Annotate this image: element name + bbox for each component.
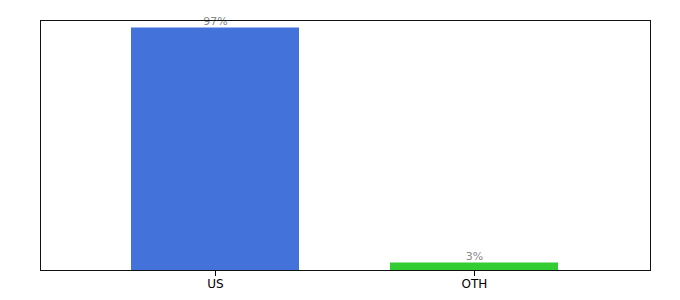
svg-text:US: US bbox=[207, 277, 223, 291]
svg-text:97%: 97% bbox=[203, 15, 227, 28]
svg-text:3%: 3% bbox=[466, 250, 483, 263]
svg-text:OTH: OTH bbox=[462, 277, 488, 291]
